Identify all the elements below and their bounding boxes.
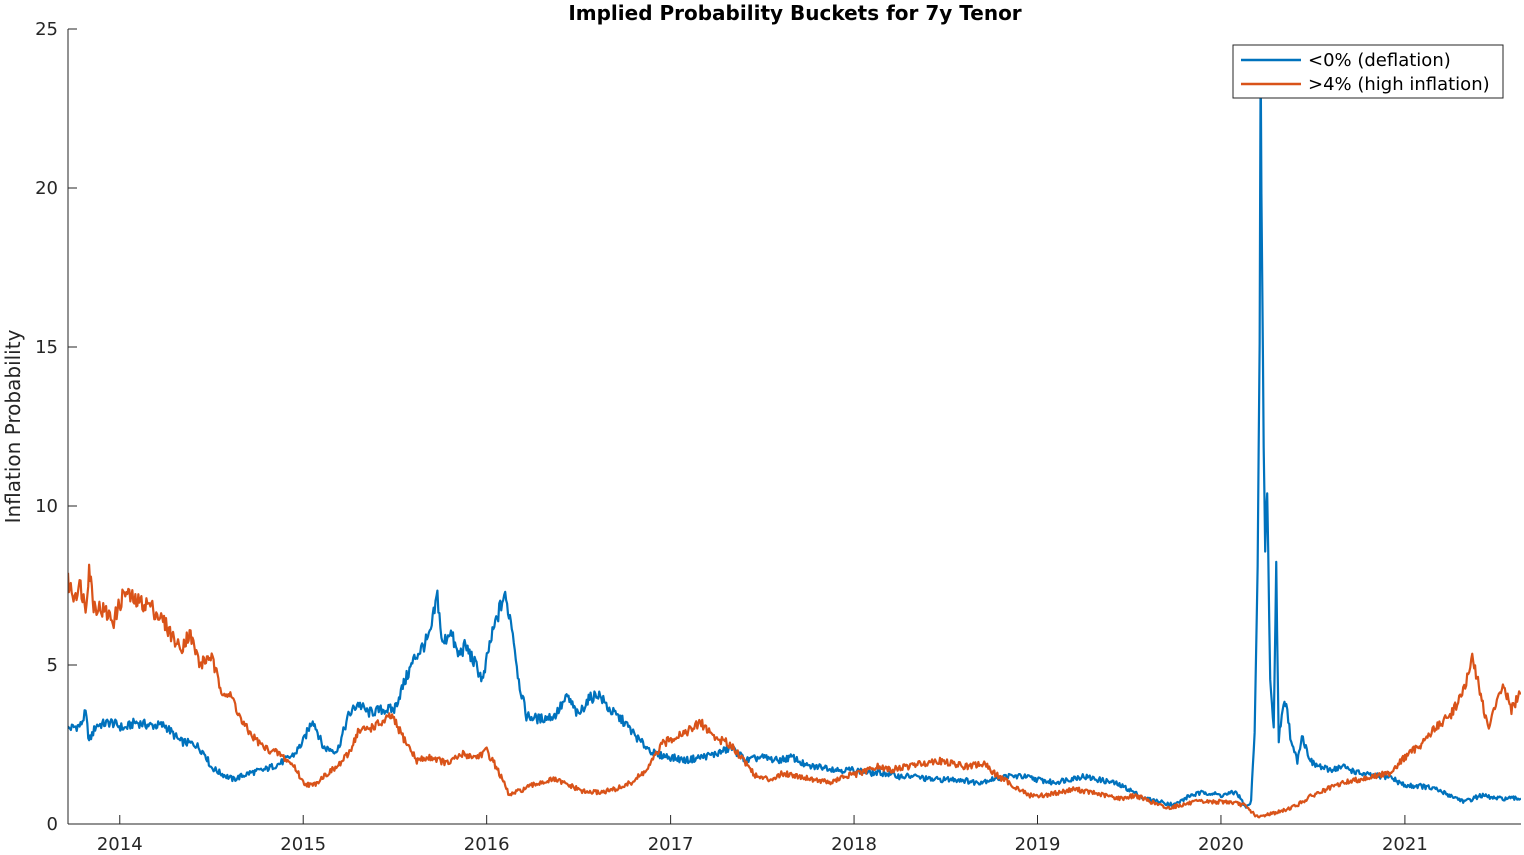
x-tick-label: 2019 <box>1015 834 1061 855</box>
x-tick-label: 2021 <box>1382 834 1428 855</box>
y-tick-label: 15 <box>35 337 58 358</box>
series-line-high-inflation <box>68 563 1521 819</box>
chart-title: Implied Probability Buckets for 7y Tenor <box>568 1 1021 25</box>
x-tick-label: 2018 <box>831 834 877 855</box>
axes: 0 5 10 15 20 25 2014 2015 2016 2017 2018 2019 2020 20… <box>35 19 1521 855</box>
y-tick-label: 20 <box>35 178 58 199</box>
legend-label: >4% (high inflation) <box>1308 74 1490 95</box>
series-lines <box>68 54 1521 819</box>
x-tick-label: 2017 <box>648 834 694 855</box>
legend: <0% (deflation) >4% (high inflation) <box>1232 44 1504 99</box>
series-line-deflation <box>68 54 1521 809</box>
y-tick-label: 10 <box>35 496 58 517</box>
x-tick-label: 2014 <box>97 834 143 855</box>
legend-box <box>1232 44 1504 99</box>
x-tick-label: 2020 <box>1198 834 1244 855</box>
y-axis-title: Inflation Probability <box>1 329 25 523</box>
y-tick-label: 25 <box>35 19 58 40</box>
plot-area <box>68 54 1521 819</box>
y-tick-label: 5 <box>47 655 58 676</box>
legend-label: <0% (deflation) <box>1308 50 1451 71</box>
y-tick-label: 0 <box>47 814 58 835</box>
x-tick-label: 2016 <box>464 834 510 855</box>
x-tick-label: 2015 <box>280 834 326 855</box>
